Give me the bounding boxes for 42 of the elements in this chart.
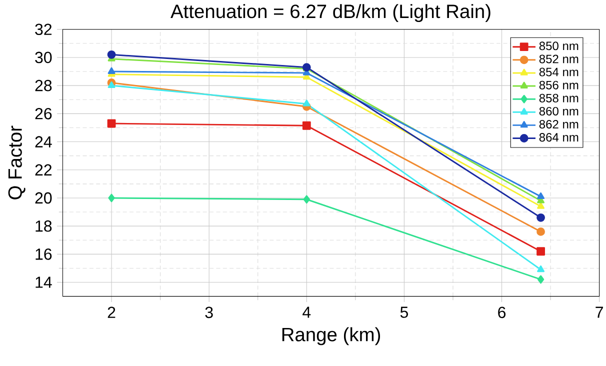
y-tick-label: 24 bbox=[35, 136, 52, 148]
y-tick-label: 22 bbox=[35, 164, 52, 176]
point bbox=[303, 195, 310, 204]
y-tick-label: 20 bbox=[35, 192, 52, 204]
y-tick-label: 14 bbox=[36, 276, 52, 288]
legend-label: 860 nm bbox=[539, 107, 578, 116]
legend-label: 864 nm bbox=[539, 133, 578, 142]
legend-label: 854 nm bbox=[539, 68, 578, 76]
point bbox=[107, 50, 116, 59]
legend-label: 856 nm bbox=[539, 80, 578, 90]
point bbox=[537, 266, 545, 272]
point bbox=[107, 119, 116, 128]
chart-title: Attenuation = 6.27 dB/km (Light Rain) bbox=[170, 4, 490, 22]
point bbox=[302, 122, 311, 130]
x-tick-label: 3 bbox=[205, 306, 213, 318]
point bbox=[302, 100, 310, 106]
point bbox=[536, 247, 545, 256]
x-axis-title: Range (km) bbox=[282, 327, 380, 346]
y-tick-label: 18 bbox=[36, 220, 52, 232]
x-tick-label: 4 bbox=[302, 306, 311, 318]
y-tick-label: 32 bbox=[35, 24, 52, 36]
x-tick-label: 7 bbox=[596, 306, 603, 318]
y-tick-label: 26 bbox=[35, 108, 52, 120]
legend-label: 858 nm bbox=[539, 94, 578, 103]
point bbox=[537, 202, 545, 209]
y-axis-title: Q Factor bbox=[8, 126, 26, 200]
point bbox=[536, 228, 545, 236]
point bbox=[108, 194, 115, 202]
y-tick-label: 28 bbox=[35, 80, 52, 92]
legend-label: 862 nm bbox=[539, 120, 578, 129]
point bbox=[108, 67, 116, 74]
y-tick-label: 16 bbox=[36, 248, 52, 260]
legend-label: 850 nm bbox=[539, 42, 578, 50]
point bbox=[108, 81, 116, 88]
x-tick-label: 2 bbox=[108, 306, 116, 318]
point bbox=[537, 192, 545, 200]
x-tick-label: 6 bbox=[498, 306, 506, 318]
point bbox=[536, 214, 545, 222]
x-tick-label: 5 bbox=[400, 306, 408, 318]
legend-label: 852 nm bbox=[539, 54, 578, 64]
y-tick-label: 30 bbox=[35, 52, 52, 64]
point bbox=[537, 275, 544, 284]
